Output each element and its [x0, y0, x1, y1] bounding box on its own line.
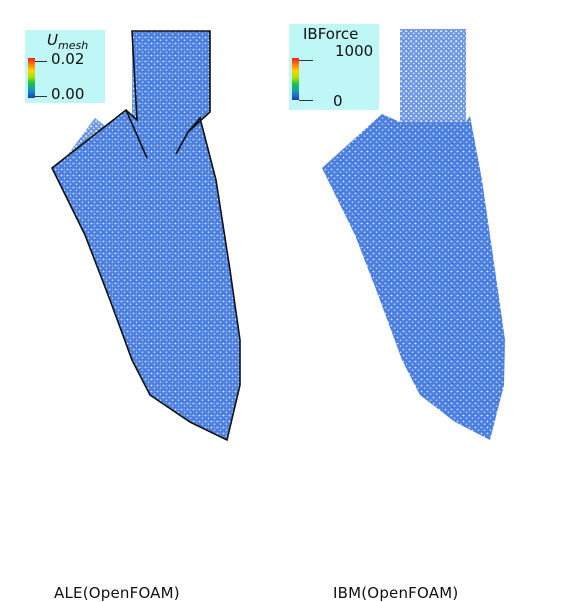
ibm-legend: IBForce 1000 0	[289, 24, 379, 110]
ale-leaflet-right	[175, 131, 189, 155]
ale-legend-title: Umesh	[47, 31, 89, 52]
ibm-chamber-region	[322, 114, 505, 440]
ale-leaflet-left	[125, 109, 148, 159]
ale-tick-min-line	[35, 96, 47, 97]
ibm-tick-max: 1000	[335, 42, 374, 60]
ibm-legend-title: IBForce	[303, 25, 359, 43]
ale-legend: Umesh 0.02 0.00	[25, 30, 105, 103]
ale-tick-max: 0.02	[51, 50, 85, 68]
ale-mesh-plot	[50, 30, 241, 442]
ale-tick-max-line	[35, 61, 47, 62]
ale-tick-min: 0.00	[51, 85, 85, 103]
ale-colorbar	[28, 58, 35, 98]
ale-caption: ALE(OpenFOAM)	[54, 584, 180, 602]
ibm-outlet-region	[400, 29, 466, 122]
ibm-tick-min: 0	[333, 92, 343, 110]
ale-chamber-region	[52, 31, 240, 440]
ale-panel: Umesh 0.02 0.00 ALE(OpenFOAM)	[0, 0, 290, 602]
ibm-colorbar	[292, 58, 299, 100]
ibm-mesh-plot	[322, 29, 505, 440]
ibm-tick-min-line	[299, 100, 313, 101]
ibm-tick-max-line	[299, 60, 313, 61]
ibm-caption: IBM(OpenFOAM)	[333, 584, 459, 602]
ibm-panel: IBForce 1000 0 IBM(OpenFOAM)	[270, 0, 560, 602]
